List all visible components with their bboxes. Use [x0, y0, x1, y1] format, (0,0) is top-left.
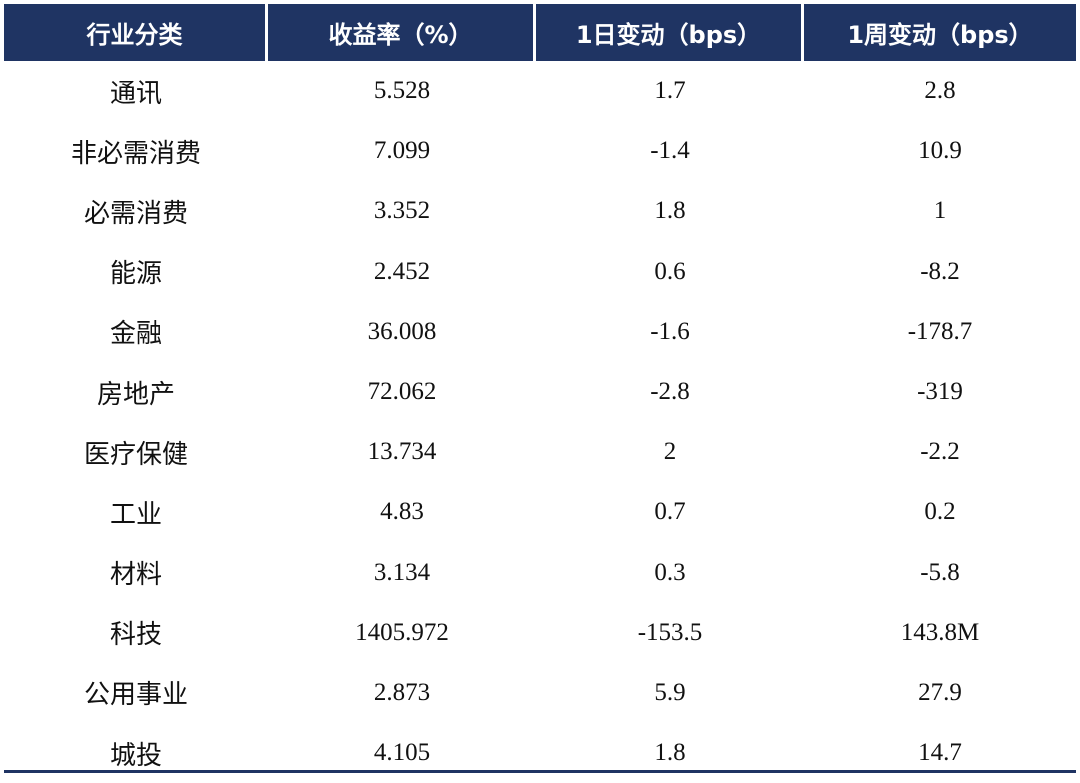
table-row: 房地产 72.062 -2.8 -319	[4, 362, 1076, 422]
cell-change-1d: 5.9	[654, 678, 686, 706]
cell-sector: 能源	[109, 259, 162, 290]
cell-change-1w: -8.2	[920, 257, 960, 285]
cell-sector: 公用事业	[83, 680, 188, 711]
table-row: 工业 4.83 0.7 0.2	[4, 482, 1076, 542]
cell-change-1w: 27.9	[918, 678, 962, 706]
cell-change-1w: 1	[933, 197, 947, 225]
cell-yield: 5.528	[373, 77, 431, 105]
cell-change-1d: -1.6	[650, 317, 690, 345]
cell-sector: 金融	[109, 319, 162, 350]
cell-yield: 36.008	[367, 317, 437, 345]
cell-change-1d: -2.8	[650, 378, 690, 406]
cell-sector: 非必需消费	[70, 138, 201, 169]
cell-change-1d: 2	[663, 438, 677, 466]
cell-change-1d: 1.8	[654, 197, 686, 225]
cell-yield: 1405.972	[355, 618, 449, 646]
header-sector: 行业分类	[4, 4, 268, 61]
cell-change-1w: -5.8	[920, 558, 960, 586]
table-row: 科技 1405.972 -153.5 143.8M	[4, 603, 1076, 663]
cell-sector: 城投	[109, 740, 162, 771]
table-bottom-rule	[4, 770, 1076, 773]
header-change-1w: 1周变动（bps）	[804, 4, 1076, 61]
header-change-1d: 1日变动（bps）	[536, 4, 804, 61]
cell-change-1d: 0.7	[654, 498, 686, 526]
cell-change-1w: 0.2	[924, 498, 956, 526]
cell-sector: 通讯	[109, 78, 162, 109]
cell-yield: 4.105	[373, 739, 431, 767]
cell-sector: 材料	[109, 560, 162, 591]
cell-sector: 医疗保健	[83, 439, 188, 470]
table-row: 城投 4.105 1.8 14.7	[4, 723, 1076, 783]
cell-sector: 科技	[109, 620, 162, 651]
cell-sector: 必需消费	[83, 198, 188, 229]
cell-sector: 房地产	[96, 379, 175, 410]
cell-change-1w: 143.8M	[900, 618, 980, 646]
cell-change-1d: 1.7	[654, 77, 686, 105]
table-row: 医疗保健 13.734 2 -2.2	[4, 422, 1076, 482]
cell-yield: 3.134	[373, 558, 431, 586]
table-row: 材料 3.134 0.3 -5.8	[4, 543, 1076, 603]
table-row: 非必需消费 7.099 -1.4 10.9	[4, 121, 1076, 181]
cell-change-1w: -319	[917, 378, 963, 406]
cell-sector: 工业	[109, 499, 162, 530]
cell-change-1w: 14.7	[918, 739, 962, 767]
table-row: 公用事业 2.873 5.9 27.9	[4, 663, 1076, 723]
table-row: 能源 2.452 0.6 -8.2	[4, 242, 1076, 302]
cell-change-1d: -153.5	[637, 618, 703, 646]
table-row: 金融 36.008 -1.6 -178.7	[4, 302, 1076, 362]
cell-yield: 72.062	[367, 378, 437, 406]
table-row: 通讯 5.528 1.7 2.8	[4, 61, 1076, 121]
header-yield: 收益率（%）	[268, 4, 536, 61]
cell-change-1w: 10.9	[918, 137, 962, 165]
cell-change-1w: -2.2	[920, 438, 960, 466]
sector-yield-table: 行业分类 收益率（%） 1日变动（bps） 1周变动（bps） 通讯 5.528…	[4, 4, 1076, 783]
cell-change-1d: 0.3	[654, 558, 686, 586]
cell-change-1d: 0.6	[654, 257, 686, 285]
table-header-row: 行业分类 收益率（%） 1日变动（bps） 1周变动（bps）	[4, 4, 1076, 61]
cell-yield: 2.873	[373, 678, 431, 706]
cell-change-1d: -1.4	[650, 137, 690, 165]
cell-yield: 2.452	[373, 257, 431, 285]
cell-change-1w: -178.7	[907, 317, 973, 345]
cell-yield: 4.83	[380, 498, 424, 526]
cell-yield: 13.734	[367, 438, 437, 466]
cell-change-1d: 1.8	[654, 739, 686, 767]
table-row: 必需消费 3.352 1.8 1	[4, 181, 1076, 241]
cell-yield: 7.099	[373, 137, 431, 165]
cell-change-1w: 2.8	[924, 77, 956, 105]
cell-yield: 3.352	[373, 197, 431, 225]
